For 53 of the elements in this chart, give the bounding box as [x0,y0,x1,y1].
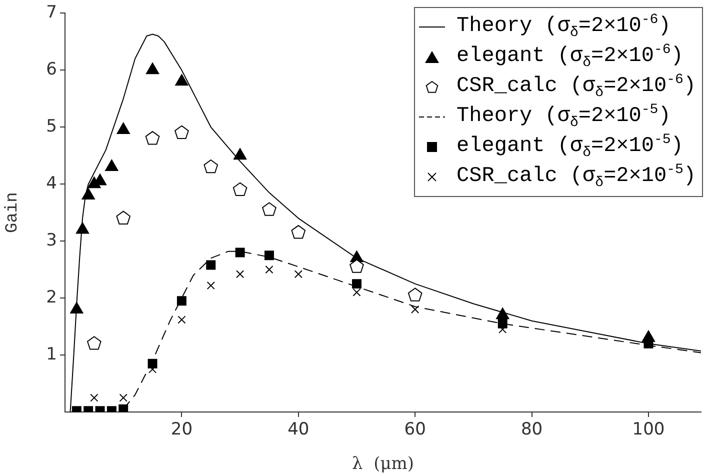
legend-label: Theory (σ$_{δ}$=2×10$^{-6}$) [456,12,671,42]
point [291,225,306,239]
point [146,62,160,74]
point [90,394,98,402]
point [265,266,274,274]
point [178,316,186,324]
point [116,210,131,224]
x-axis-title: λ (μm) [352,454,414,474]
point [352,288,361,296]
legend-label: elegant (σ$_{δ}$=2×10$^{-5}$) [456,132,684,162]
x-tick-label: 60 [404,420,426,440]
point [236,270,244,278]
point [262,202,276,216]
legend-label: Theory (σ$_{δ}$=2×10$^{-5}$) [456,102,671,132]
y-tick-label: 4 [46,174,57,194]
point [145,131,160,145]
point [264,250,274,260]
legend-label: CSR_calc (σ$_{δ}$=2×10$^{-6}$) [456,72,696,102]
x-tick-label: 40 [288,420,310,440]
point [175,74,188,86]
y-tick-label: 5 [46,116,57,137]
x-tick-label: 80 [520,420,543,440]
y-tick-label: 3 [46,230,57,251]
point [206,281,215,290]
legend-label: CSR_calc (σ$_{δ}$=2×10$^{-5}$) [456,162,696,192]
point [176,296,186,306]
y-tick-label: 2 [46,287,57,308]
point [148,358,158,368]
point [350,259,364,273]
point [174,125,189,140]
point [116,122,130,134]
point [294,270,302,278]
point [408,288,422,302]
point [411,305,420,314]
x-tick-label: 100 [632,420,665,440]
y-axis-title: Gain [4,192,23,234]
point [498,318,508,328]
y-tick-label: 7 [46,2,57,23]
legend-label: elegant (σ$_{δ}$=2×10$^{-6}$) [456,42,684,72]
point [496,308,510,320]
point [235,248,245,258]
x-tick-label: 20 [170,420,193,440]
point [206,260,216,270]
point [105,160,118,172]
point [87,336,102,350]
y-tick-label: 1 [46,344,57,364]
y-tick-label: 6 [46,60,57,80]
point [232,182,248,196]
point [204,160,218,174]
point [118,404,128,412]
point [352,279,362,289]
point [119,394,128,402]
point [233,148,247,160]
